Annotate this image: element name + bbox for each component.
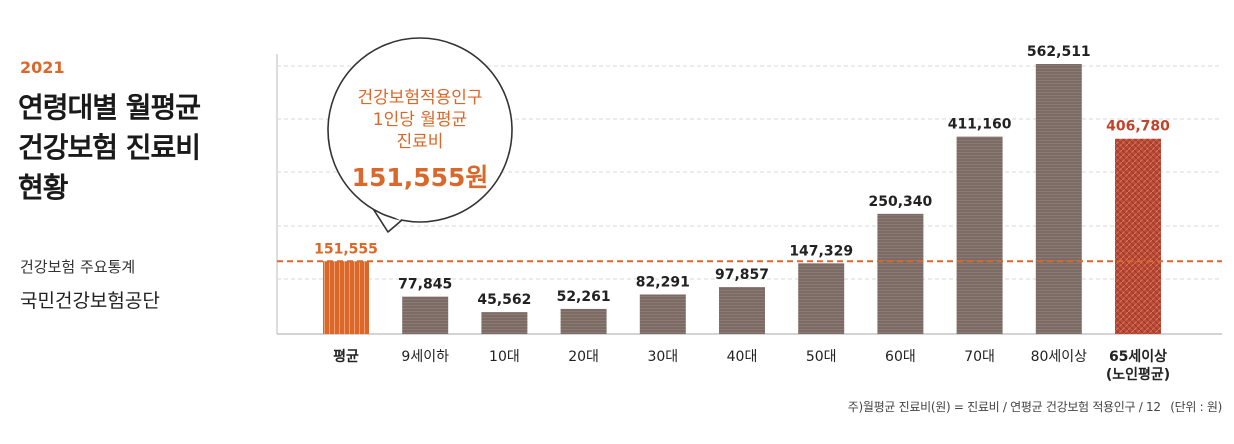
- callout-line-1: 1인당 월평균: [373, 110, 467, 130]
- bar-0: [323, 261, 369, 334]
- value-label-10: 406,780: [1106, 119, 1170, 135]
- category-label-10-0: 65세이상: [1109, 348, 1167, 365]
- callout-line-0: 건강보험적용인구: [357, 88, 482, 108]
- value-label-5: 97,857: [715, 267, 769, 283]
- value-label-3: 52,261: [557, 289, 611, 305]
- title-line-3: 현황: [18, 171, 69, 204]
- category-label-8: 70대: [964, 349, 995, 365]
- value-label-1: 77,845: [398, 277, 452, 293]
- bar-10: [1115, 138, 1161, 334]
- value-label-2: 45,562: [477, 292, 531, 308]
- callout-tail-mask: [368, 201, 402, 221]
- title-line-1: 연령대별 월평균: [18, 91, 201, 124]
- page-title: 연령대별 월평균 건강보험 진료비 현황: [18, 88, 201, 208]
- year-label: 2021: [20, 58, 65, 77]
- category-label-3: 20대: [568, 349, 599, 365]
- bar-2: [481, 312, 528, 334]
- category-label-0: 평균: [333, 348, 359, 365]
- footnote-formula: 주)월평균 진료비(원) = 진료비 / 연평균 건강보험 적용인구 / 12: [847, 400, 1161, 414]
- bar-3: [560, 308, 607, 334]
- value-label-7: 250,340: [869, 194, 933, 210]
- category-label-6: 50대: [806, 349, 837, 365]
- value-label-4: 82,291: [636, 275, 690, 291]
- category-label-7: 60대: [885, 349, 916, 365]
- value-label-9: 562,511: [1027, 44, 1091, 60]
- category-label-4: 30대: [647, 349, 678, 365]
- unit-note: (단위 : 원): [1170, 400, 1222, 414]
- bar-9: [1035, 64, 1082, 334]
- bar-6: [798, 263, 845, 334]
- value-label-8: 411,160: [948, 117, 1012, 133]
- value-label-0: 151,555: [314, 241, 378, 257]
- callout-value: 151,555원: [352, 163, 489, 192]
- source-agency-label: 국민건강보험공단: [20, 290, 160, 312]
- bar-4: [639, 294, 686, 334]
- value-label-6: 147,329: [789, 243, 853, 259]
- bar-5: [719, 287, 765, 334]
- callout-line-2: 진료비: [397, 132, 444, 152]
- category-label-5: 40대: [727, 349, 758, 365]
- source-statistics-label: 건강보험 주요통계: [20, 258, 136, 276]
- bar-7: [877, 213, 924, 334]
- category-label-9: 80세이상: [1031, 349, 1088, 365]
- category-label-2: 10대: [489, 349, 520, 365]
- footnote: 주)월평균 진료비(원) = 진료비 / 연평균 건강보험 적용인구 / 12 …: [847, 398, 1223, 415]
- title-line-2: 건강보험 진료비: [18, 131, 201, 164]
- callout-bubble: [327, 37, 513, 223]
- bar-8: [956, 136, 1003, 334]
- category-label-1: 9세이하: [401, 349, 449, 365]
- category-label-10-1: (노인평균): [1106, 366, 1170, 383]
- bar-1: [402, 296, 449, 334]
